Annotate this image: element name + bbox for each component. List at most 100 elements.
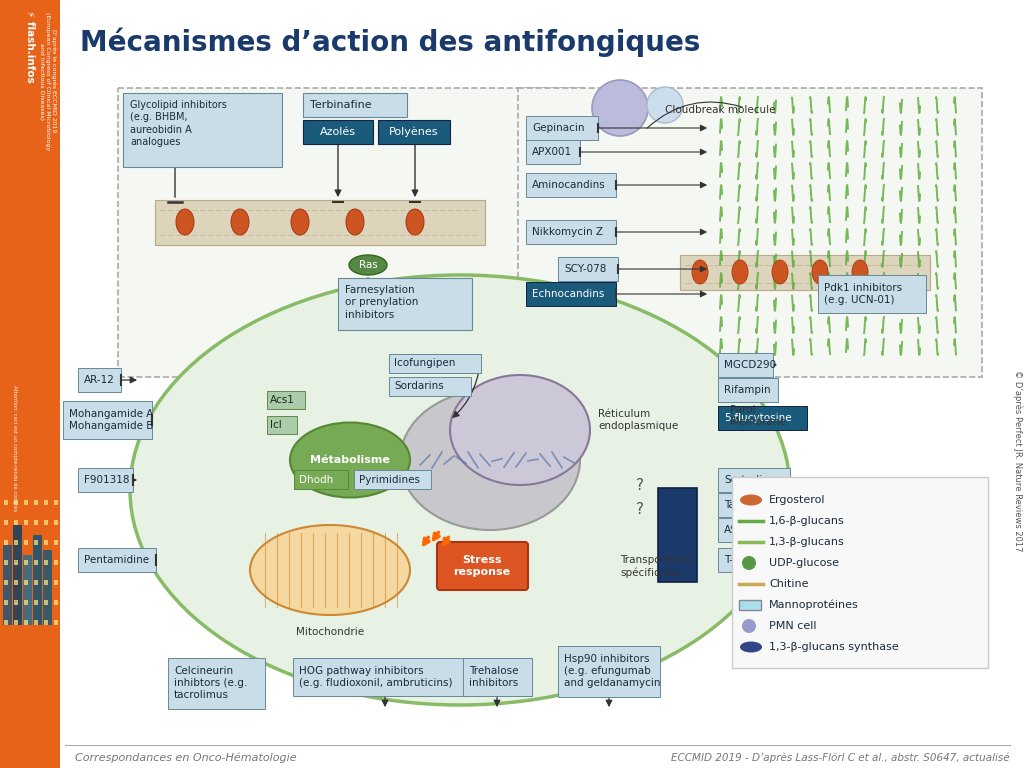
FancyBboxPatch shape (338, 278, 472, 330)
Text: Icofungipen: Icofungipen (394, 358, 456, 368)
FancyBboxPatch shape (24, 540, 28, 545)
Text: PMN cell: PMN cell (769, 621, 816, 631)
Circle shape (742, 556, 756, 570)
Text: © D’après Perfect JR. Nature Reviews 2017: © D’après Perfect JR. Nature Reviews 201… (1014, 370, 1023, 551)
Text: ⚡ flash.infos: ⚡ flash.infos (25, 10, 35, 83)
FancyBboxPatch shape (34, 620, 38, 625)
Text: Azolés: Azolés (319, 127, 356, 137)
Text: F901318: F901318 (84, 475, 129, 485)
Text: Correspondances en Onco-Hématologie: Correspondances en Onco-Hématologie (75, 753, 297, 763)
Text: SCY-078: SCY-078 (564, 264, 606, 274)
FancyBboxPatch shape (78, 468, 132, 492)
Text: Réticulum
endoplasmique: Réticulum endoplasmique (598, 409, 678, 431)
Text: Transporteurs
spécifiques: Transporteurs spécifiques (620, 555, 692, 578)
FancyBboxPatch shape (718, 493, 784, 517)
Text: 1,6-β-glucans: 1,6-β-glucans (769, 516, 845, 526)
FancyBboxPatch shape (558, 257, 618, 281)
Text: ?: ? (636, 478, 644, 492)
FancyBboxPatch shape (34, 600, 38, 605)
FancyBboxPatch shape (4, 500, 8, 505)
Text: Pdk1 inhibitors
(e.g. UCN-01): Pdk1 inhibitors (e.g. UCN-01) (824, 283, 902, 305)
FancyBboxPatch shape (303, 120, 373, 144)
FancyBboxPatch shape (44, 520, 48, 525)
FancyBboxPatch shape (3, 545, 12, 625)
FancyBboxPatch shape (44, 600, 48, 605)
Text: Mécanismes d’action des antifongiques: Mécanismes d’action des antifongiques (80, 27, 700, 57)
FancyBboxPatch shape (4, 600, 8, 605)
FancyBboxPatch shape (526, 282, 616, 306)
FancyBboxPatch shape (739, 600, 761, 610)
Text: Trehalose
inhibitors: Trehalose inhibitors (469, 666, 518, 688)
Text: Nikkomycin Z: Nikkomycin Z (532, 227, 603, 237)
FancyBboxPatch shape (63, 401, 153, 439)
Text: Paroi
Membrane: Paroi Membrane (730, 405, 785, 428)
FancyBboxPatch shape (14, 620, 18, 625)
FancyBboxPatch shape (4, 580, 8, 585)
FancyBboxPatch shape (463, 658, 532, 696)
FancyBboxPatch shape (78, 368, 121, 392)
Circle shape (742, 619, 756, 633)
FancyBboxPatch shape (54, 520, 58, 525)
FancyBboxPatch shape (34, 540, 38, 545)
FancyBboxPatch shape (24, 620, 28, 625)
Ellipse shape (732, 260, 748, 284)
FancyBboxPatch shape (718, 548, 767, 572)
FancyBboxPatch shape (168, 658, 264, 709)
Text: Mitochondrie: Mitochondrie (296, 627, 365, 637)
Text: Echnocandins: Echnocandins (532, 289, 604, 299)
FancyBboxPatch shape (44, 620, 48, 625)
Text: Dhodh: Dhodh (299, 475, 333, 485)
Ellipse shape (740, 641, 762, 653)
Text: Pyrimidines: Pyrimidines (359, 475, 420, 485)
FancyBboxPatch shape (34, 520, 38, 525)
FancyBboxPatch shape (718, 378, 778, 402)
Ellipse shape (346, 209, 364, 235)
Text: Hsp90 inhibitors
(e.g. efungumab
and geldanamycin: Hsp90 inhibitors (e.g. efungumab and gel… (564, 654, 660, 688)
Text: Polyènes: Polyènes (389, 127, 438, 137)
Text: Aminocandins: Aminocandins (532, 180, 606, 190)
FancyBboxPatch shape (518, 88, 982, 377)
FancyBboxPatch shape (437, 542, 528, 590)
FancyBboxPatch shape (44, 560, 48, 565)
Text: HOG pathway inhibitors
(e.g. fludioxonil, ambruticins): HOG pathway inhibitors (e.g. fludioxonil… (299, 666, 453, 688)
Text: Chitine: Chitine (769, 579, 809, 589)
Text: 1,3-β-glucans: 1,3-β-glucans (769, 537, 845, 547)
FancyBboxPatch shape (267, 391, 305, 409)
FancyBboxPatch shape (14, 500, 18, 505)
FancyBboxPatch shape (24, 500, 28, 505)
Circle shape (592, 80, 648, 136)
FancyBboxPatch shape (718, 406, 807, 430)
FancyBboxPatch shape (526, 173, 616, 197)
Ellipse shape (772, 260, 788, 284)
FancyBboxPatch shape (267, 416, 297, 434)
FancyBboxPatch shape (24, 600, 28, 605)
FancyBboxPatch shape (44, 500, 48, 505)
Text: Farnesylation
or prenylation
inhibitors: Farnesylation or prenylation inhibitors (345, 285, 419, 319)
FancyBboxPatch shape (24, 580, 28, 585)
FancyBboxPatch shape (526, 220, 616, 244)
Ellipse shape (231, 209, 249, 235)
Ellipse shape (130, 275, 790, 705)
Text: Cloudbreak molecule: Cloudbreak molecule (665, 105, 775, 115)
FancyBboxPatch shape (44, 540, 48, 545)
Ellipse shape (740, 495, 762, 505)
FancyBboxPatch shape (155, 200, 485, 245)
FancyBboxPatch shape (4, 540, 8, 545)
FancyBboxPatch shape (54, 560, 58, 565)
Ellipse shape (406, 209, 424, 235)
Text: ASP2397: ASP2397 (724, 525, 770, 535)
Ellipse shape (812, 260, 828, 284)
FancyBboxPatch shape (34, 560, 38, 565)
Text: Pentamidine: Pentamidine (84, 555, 150, 565)
FancyBboxPatch shape (0, 385, 60, 675)
Ellipse shape (852, 260, 868, 284)
Text: APX001: APX001 (532, 147, 572, 157)
Text: Glycolipid inhibitors
(e.g. BHBM,
aureobidin A
analogues: Glycolipid inhibitors (e.g. BHBM, aureob… (130, 100, 227, 147)
Text: Gepinacin: Gepinacin (532, 123, 585, 133)
Text: Rifampin: Rifampin (724, 385, 771, 395)
Ellipse shape (692, 260, 708, 284)
Ellipse shape (250, 525, 410, 615)
FancyBboxPatch shape (389, 377, 471, 396)
FancyBboxPatch shape (43, 550, 52, 625)
Text: lcl: lcl (270, 420, 282, 430)
